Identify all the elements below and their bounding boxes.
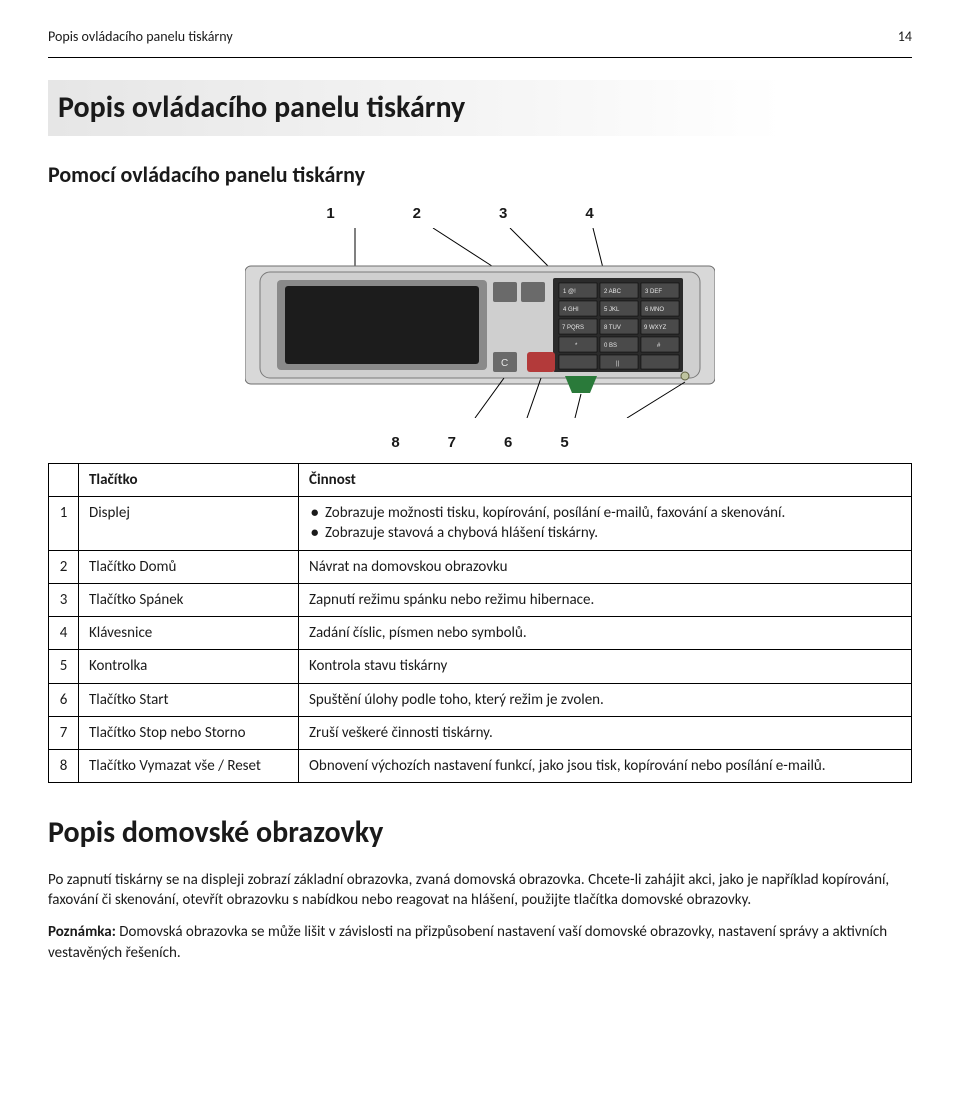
row-action: Obnovení výchozích nastavení funkcí, jak… — [299, 750, 912, 783]
row-index: 4 — [49, 617, 79, 650]
section-using-control-panel: Pomocí ovládacího panelu tiskárny — [48, 160, 912, 190]
row-button-name: Tlačítko Start — [79, 683, 299, 716]
figure-labels-bottom: 8 7 6 5 — [48, 433, 912, 453]
page-title-banner: Popis ovládacího panelu tiskárny — [48, 80, 912, 137]
table-row: 4KlávesniceZadání číslic, písmen nebo sy… — [49, 617, 912, 650]
action-bullet: Zobrazuje stavová a chybová hlášení tisk… — [311, 523, 901, 543]
row-action: Spuštění úlohy podle toho, který režim j… — [299, 683, 912, 716]
table-row: 6Tlačítko StartSpuštění úlohy podle toho… — [49, 683, 912, 716]
svg-text:4 GHI: 4 GHI — [563, 307, 579, 313]
home-screen-paragraph: Po zapnutí tiskárny se na displeji zobra… — [48, 870, 912, 911]
row-button-name: Tlačítko Stop nebo Storno — [79, 716, 299, 749]
row-action: Zobrazuje možnosti tisku, kopírování, po… — [299, 497, 912, 551]
row-action: Návrat na domovskou obrazovku — [299, 550, 912, 583]
svg-text:3 DEF: 3 DEF — [645, 289, 662, 295]
row-button-name: Tlačítko Domů — [79, 550, 299, 583]
svg-text:0 BS: 0 BS — [604, 343, 617, 349]
running-header: Popis ovládacího panelu tiskárny 14 — [48, 28, 912, 47]
page-number: 14 — [898, 28, 912, 47]
running-header-left: Popis ovládacího panelu tiskárny — [48, 28, 233, 47]
row-index: 2 — [49, 550, 79, 583]
row-action: Zapnutí režimu spánku nebo režimu hibern… — [299, 583, 912, 616]
table-row: 8Tlačítko Vymazat vše / ResetObnovení vý… — [49, 750, 912, 783]
section-home-screen: Popis domovské obrazovky — [48, 813, 912, 854]
row-index: 5 — [49, 650, 79, 683]
table-header-row: Tlačítko Činnost — [49, 463, 912, 496]
svg-text:8 TUV: 8 TUV — [604, 325, 621, 331]
figure-label: 3 — [499, 204, 507, 224]
svg-text:||: || — [616, 361, 620, 367]
row-index: 6 — [49, 683, 79, 716]
svg-text:2 ABC: 2 ABC — [604, 289, 622, 295]
action-bullet: Zobrazuje možnosti tisku, kopírování, po… — [311, 503, 901, 523]
note-text: Domovská obrazovka se může lišit v závis… — [48, 923, 887, 961]
figure-label: 4 — [585, 204, 593, 224]
control-panel-illustration: 1 @! 2 ABC 3 DEF 4 GHI 5 JKL 6 MNO 7 PQRS 8 T… — [245, 228, 715, 424]
row-button-name: Tlačítko Spánek — [79, 583, 299, 616]
th-button: Tlačítko — [79, 463, 299, 496]
figure-label: 6 — [504, 433, 512, 453]
svg-text:6 MNO: 6 MNO — [645, 307, 664, 313]
table-row: 2Tlačítko DomůNávrat na domovskou obrazo… — [49, 550, 912, 583]
svg-text:1 @!: 1 @! — [563, 289, 576, 295]
figure-label: 7 — [448, 433, 456, 453]
svg-text:5 JKL: 5 JKL — [604, 307, 620, 313]
control-panel-table: Tlačítko Činnost 1Displej Zobrazuje možno… — [48, 463, 912, 784]
svg-text:C: C — [501, 358, 508, 369]
row-button-name: Displej — [79, 497, 299, 551]
table-row: 5KontrolkaKontrola stavu tiskárny — [49, 650, 912, 683]
row-action: Zadání číslic, písmen nebo symbolů. — [299, 617, 912, 650]
table-row: 1Displej Zobrazuje možnosti tisku, kopíro… — [49, 497, 912, 551]
figure-labels-top: 1 2 3 4 — [48, 204, 872, 224]
row-index: 3 — [49, 583, 79, 616]
row-button-name: Tlačítko Vymazat vše / Reset — [79, 750, 299, 783]
page-title: Popis ovládacího panelu tiskárny — [58, 88, 902, 129]
control-panel-figure: 1 2 3 4 — [48, 204, 912, 453]
figure-label: 1 — [326, 204, 334, 224]
svg-text:9 WXYZ: 9 WXYZ — [644, 325, 667, 331]
row-action: Zruší veškeré činnosti tiskárny. — [299, 716, 912, 749]
table-row: 3Tlačítko SpánekZapnutí režimu spánku ne… — [49, 583, 912, 616]
note-label: Poznámka: — [48, 923, 116, 941]
row-button-name: Kontrolka — [79, 650, 299, 683]
row-index: 1 — [49, 497, 79, 551]
home-screen-note: Poznámka: Domovská obrazovka se může liš… — [48, 922, 912, 963]
row-button-name: Klávesnice — [79, 617, 299, 650]
row-index: 7 — [49, 716, 79, 749]
table-row: 7Tlačítko Stop nebo StornoZruší veškeré … — [49, 716, 912, 749]
row-index: 8 — [49, 750, 79, 783]
figure-label: 8 — [391, 433, 399, 453]
svg-text:7 PQRS: 7 PQRS — [562, 325, 584, 331]
th-action: Činnost — [299, 463, 912, 496]
header-rule — [48, 57, 912, 58]
th-empty — [49, 463, 79, 496]
figure-label: 5 — [560, 433, 568, 453]
row-action: Kontrola stavu tiskárny — [299, 650, 912, 683]
figure-label: 2 — [413, 204, 421, 224]
